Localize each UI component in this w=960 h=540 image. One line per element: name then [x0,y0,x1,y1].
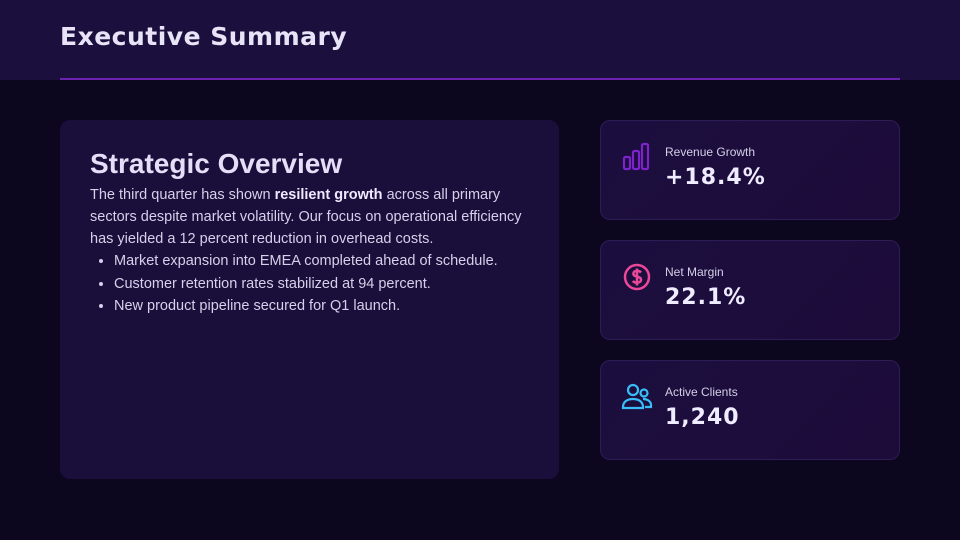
metric-card-net-margin: Net Margin 22.1% [600,240,900,340]
bar-chart-icon [622,142,650,171]
bullet-list: Market expansion into EMEA completed ahe… [90,250,530,318]
header-divider [60,78,900,80]
metric-label: Revenue Growth [665,145,756,159]
list-item: Customer retention rates stabilized at 9… [114,273,530,296]
intro-bold: resilient growth [274,187,383,203]
users-icon [621,383,653,410]
overview-body: The third quarter has shown resilient gr… [90,184,530,318]
metric-card-active-clients: Active Clients 1,240 [600,360,900,460]
strategic-overview-card: Strategic Overview The third quarter has… [60,120,559,479]
page-title: Executive Summary [60,22,348,51]
list-item: New product pipeline secured for Q1 laun… [114,295,530,318]
dollar-circle-icon [623,263,651,291]
overview-title: Strategic Overview [90,148,343,179]
metric-label: Active Clients [665,385,738,399]
intro-text: The third quarter has shown [90,187,275,203]
list-item: Market expansion into EMEA completed ahe… [114,250,530,273]
metric-value: 22.1% [665,285,747,310]
metric-value: +18.4% [665,165,766,190]
metric-value: 1,240 [665,405,740,430]
metric-card-revenue-growth: Revenue Growth +18.4% [600,120,900,220]
metric-label: Net Margin [665,265,724,279]
intro-text-end: across all primary sectors despite marke… [90,187,522,247]
header-bar: Executive Summary [0,0,960,80]
